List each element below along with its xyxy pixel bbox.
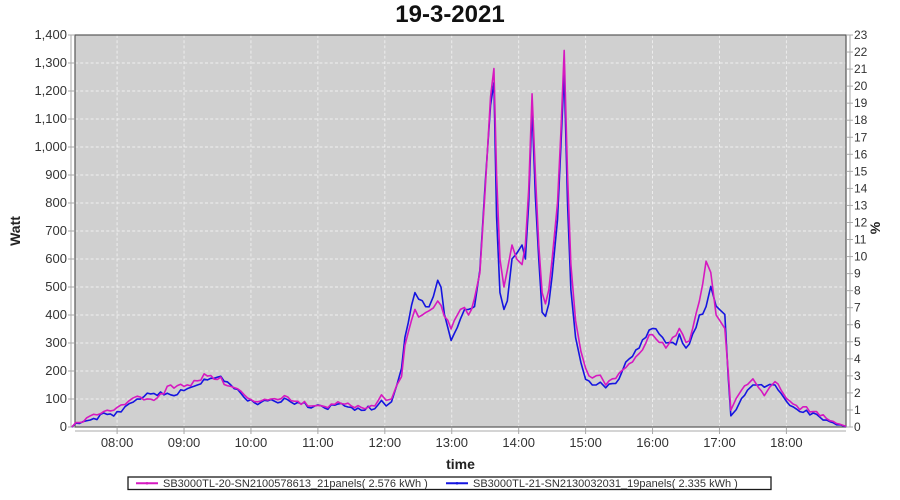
svg-text:6: 6 bbox=[854, 318, 861, 332]
svg-text:09:00: 09:00 bbox=[168, 435, 201, 450]
svg-text:3: 3 bbox=[854, 369, 861, 383]
svg-text:7: 7 bbox=[854, 301, 861, 315]
svg-text:14: 14 bbox=[854, 181, 868, 195]
svg-text:1,300: 1,300 bbox=[34, 55, 67, 70]
svg-text:2: 2 bbox=[854, 386, 861, 400]
svg-text:13:00: 13:00 bbox=[435, 435, 468, 450]
svg-text:16: 16 bbox=[854, 147, 868, 161]
svg-text:20: 20 bbox=[854, 79, 868, 93]
svg-text:16:00: 16:00 bbox=[636, 435, 669, 450]
svg-text:18: 18 bbox=[854, 113, 868, 127]
svg-text:SB3000TL-21-SN2130032031_19pan: SB3000TL-21-SN2130032031_19panels( 2.335… bbox=[473, 478, 738, 490]
svg-text:500: 500 bbox=[45, 279, 67, 294]
svg-text:1,200: 1,200 bbox=[34, 83, 67, 98]
svg-text:5: 5 bbox=[854, 335, 861, 349]
svg-text:14:00: 14:00 bbox=[502, 435, 535, 450]
svg-text:300: 300 bbox=[45, 335, 67, 350]
svg-text:15:00: 15:00 bbox=[569, 435, 602, 450]
svg-text:23: 23 bbox=[854, 28, 868, 42]
svg-text:1: 1 bbox=[854, 403, 861, 417]
svg-text:200: 200 bbox=[45, 363, 67, 378]
svg-text:11: 11 bbox=[854, 233, 867, 247]
svg-text:0: 0 bbox=[60, 419, 67, 434]
svg-text:08:00: 08:00 bbox=[101, 435, 134, 450]
svg-text:time: time bbox=[446, 456, 475, 472]
svg-text:Watt: Watt bbox=[7, 216, 23, 246]
svg-text:18:00: 18:00 bbox=[770, 435, 803, 450]
svg-text:%: % bbox=[867, 221, 883, 234]
svg-text:12:00: 12:00 bbox=[369, 435, 402, 450]
svg-text:10:00: 10:00 bbox=[235, 435, 268, 450]
svg-text:0: 0 bbox=[854, 420, 861, 434]
svg-text:100: 100 bbox=[45, 391, 67, 406]
svg-text:22: 22 bbox=[854, 45, 868, 59]
svg-text:17: 17 bbox=[854, 130, 868, 144]
svg-text:12: 12 bbox=[854, 215, 868, 229]
svg-text:900: 900 bbox=[45, 167, 67, 182]
svg-text:13: 13 bbox=[854, 198, 868, 212]
svg-text:21: 21 bbox=[854, 62, 868, 76]
svg-text:19: 19 bbox=[854, 96, 868, 110]
svg-text:1,100: 1,100 bbox=[34, 111, 67, 126]
svg-text:600: 600 bbox=[45, 251, 67, 266]
svg-text:400: 400 bbox=[45, 307, 67, 322]
svg-text:10: 10 bbox=[854, 250, 868, 264]
svg-text:11:00: 11:00 bbox=[302, 435, 334, 450]
svg-text:4: 4 bbox=[854, 352, 861, 366]
svg-text:15: 15 bbox=[854, 164, 868, 178]
svg-text:8: 8 bbox=[854, 284, 861, 298]
svg-text:17:00: 17:00 bbox=[703, 435, 736, 450]
svg-text:800: 800 bbox=[45, 195, 67, 210]
svg-text:9: 9 bbox=[854, 267, 861, 281]
svg-text:1,400: 1,400 bbox=[34, 27, 67, 42]
svg-text:1,000: 1,000 bbox=[34, 139, 67, 154]
svg-text:SB3000TL-20-SN2100578613_21pan: SB3000TL-20-SN2100578613_21panels( 2.576… bbox=[163, 478, 428, 490]
svg-text:700: 700 bbox=[45, 223, 67, 238]
